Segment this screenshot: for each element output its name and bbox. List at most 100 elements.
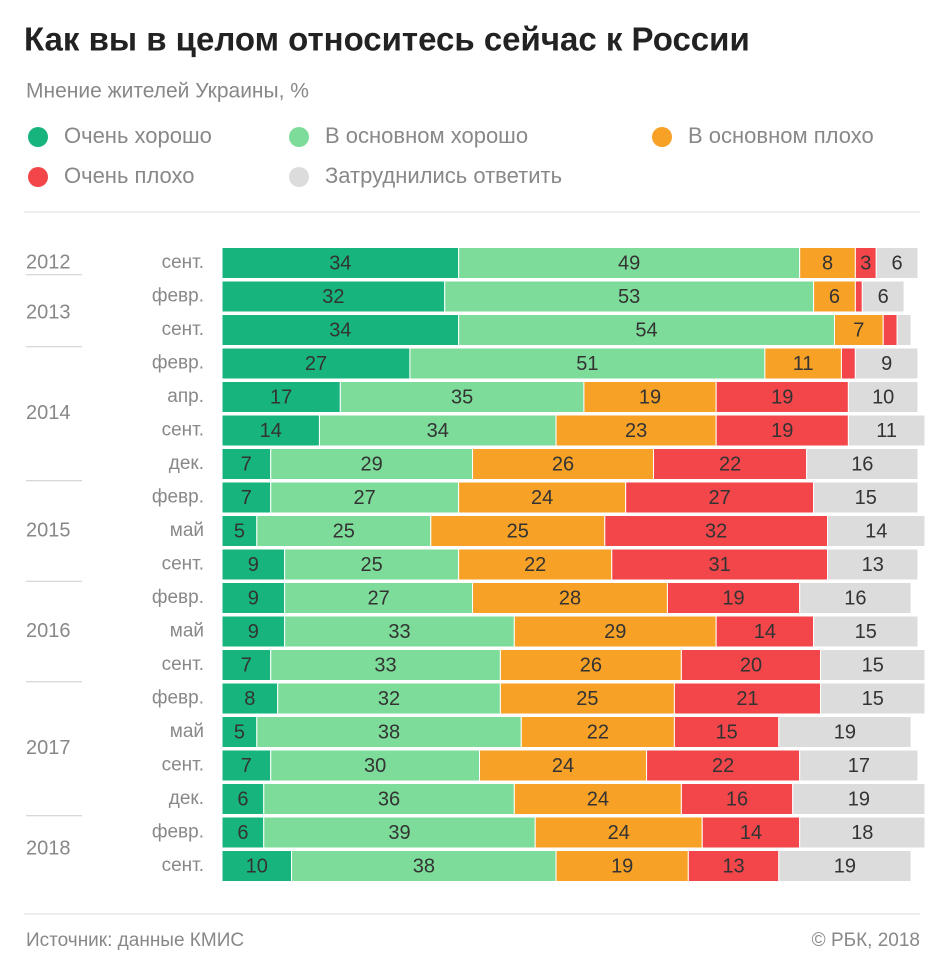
value-label: 5 <box>234 721 245 743</box>
value-label: 31 <box>709 554 731 576</box>
category-label: февр. <box>152 353 204 374</box>
bar-segment <box>270 649 501 681</box>
bar-segment <box>813 280 856 313</box>
value-label: 13 <box>722 855 744 877</box>
value-label: 15 <box>855 487 877 509</box>
value-label: 5 <box>234 520 245 542</box>
value-label: 3 <box>860 252 871 274</box>
value-label: 6 <box>878 286 889 308</box>
category-label: сент. <box>162 420 204 441</box>
value-label: 30 <box>364 755 386 777</box>
bar-segment <box>221 414 320 447</box>
bar-segment <box>277 682 501 715</box>
value-label: 36 <box>378 788 400 810</box>
bar-segment <box>778 716 912 748</box>
value-label: 27 <box>709 487 731 509</box>
value-label: 22 <box>712 755 734 777</box>
bar-segment <box>221 548 286 581</box>
value-label: 34 <box>329 319 351 341</box>
category-label: дек. <box>169 453 204 474</box>
year-label: 2016 <box>26 620 71 642</box>
category-label: май <box>170 520 204 541</box>
value-label: 22 <box>719 453 741 475</box>
bar-segment <box>778 850 912 882</box>
value-label: 33 <box>374 654 396 676</box>
legend-label: Затруднились ответить <box>325 163 562 188</box>
value-label: 38 <box>378 721 400 743</box>
value-label: 13 <box>862 554 884 576</box>
value-label: 6 <box>237 822 248 844</box>
value-label: 28 <box>559 587 581 609</box>
value-label: 7 <box>241 755 252 777</box>
category-label: сент. <box>162 654 204 675</box>
value-label: 29 <box>361 453 383 475</box>
legend-marker <box>289 127 309 147</box>
value-label: 16 <box>726 788 748 810</box>
value-label: 24 <box>587 788 609 810</box>
category-label: сент. <box>162 755 204 776</box>
chart-title: Как вы в целом относитесь сейчас к Росси… <box>24 21 750 58</box>
value-label: 17 <box>848 755 870 777</box>
bar-segment <box>534 816 703 849</box>
bar-segment <box>291 850 557 882</box>
bar-segment <box>499 649 682 681</box>
bar-segment <box>409 347 766 380</box>
bar-segment <box>555 850 689 882</box>
value-label: 7 <box>241 453 252 475</box>
bar-segment <box>472 582 668 614</box>
bar-segment <box>270 749 481 782</box>
value-label: 35 <box>451 386 473 408</box>
value-label: 19 <box>771 420 793 442</box>
value-label: 25 <box>576 688 598 710</box>
bar-segment <box>847 414 926 447</box>
value-label: 24 <box>531 487 553 509</box>
bar-segment <box>611 548 829 581</box>
value-label: 32 <box>378 688 400 710</box>
value-label: 24 <box>552 755 574 777</box>
year-label: 2012 <box>26 251 71 273</box>
bar-segment <box>847 381 919 413</box>
bar-segment <box>673 682 822 715</box>
value-label: 7 <box>241 487 252 509</box>
value-label: 10 <box>872 386 894 408</box>
value-label: 16 <box>851 453 873 475</box>
value-label: 22 <box>587 721 609 743</box>
bar-segment <box>875 247 919 279</box>
bar-segment <box>221 280 446 313</box>
bar-segment <box>806 448 919 480</box>
bar-segment <box>833 314 884 346</box>
value-label: 9 <box>881 353 892 375</box>
value-label: 53 <box>618 286 640 308</box>
value-label: 19 <box>639 386 661 408</box>
bar-segment <box>813 615 919 648</box>
bar-segment <box>221 716 258 748</box>
value-label: 27 <box>305 353 327 375</box>
value-label: 27 <box>367 587 389 609</box>
value-label: 19 <box>848 788 870 810</box>
value-label: 14 <box>260 420 282 442</box>
bar-segment <box>820 649 926 681</box>
value-label: 15 <box>862 688 884 710</box>
category-label: февр. <box>152 688 204 709</box>
value-label: 38 <box>413 855 435 877</box>
legend-label: Очень хорошо <box>64 123 212 148</box>
value-label: 49 <box>618 252 640 274</box>
category-label: февр. <box>152 587 204 608</box>
bar-segment <box>555 414 717 447</box>
bar-segment <box>701 816 801 849</box>
bar-segment <box>513 615 717 648</box>
value-label: 25 <box>333 520 355 542</box>
year-label: 2018 <box>26 838 71 860</box>
value-label: 11 <box>793 353 814 375</box>
bar-segment <box>284 582 474 614</box>
bar-segment <box>499 682 675 715</box>
bar-segment <box>820 682 926 715</box>
value-label: 7 <box>853 319 864 341</box>
value-label: 6 <box>829 286 840 308</box>
legend-label: Очень плохо <box>64 163 195 188</box>
bar-segment <box>854 347 919 380</box>
bar-segment <box>896 314 912 346</box>
bar-segment <box>221 783 265 815</box>
year-label: 2014 <box>26 402 71 424</box>
legend-marker <box>289 167 309 187</box>
